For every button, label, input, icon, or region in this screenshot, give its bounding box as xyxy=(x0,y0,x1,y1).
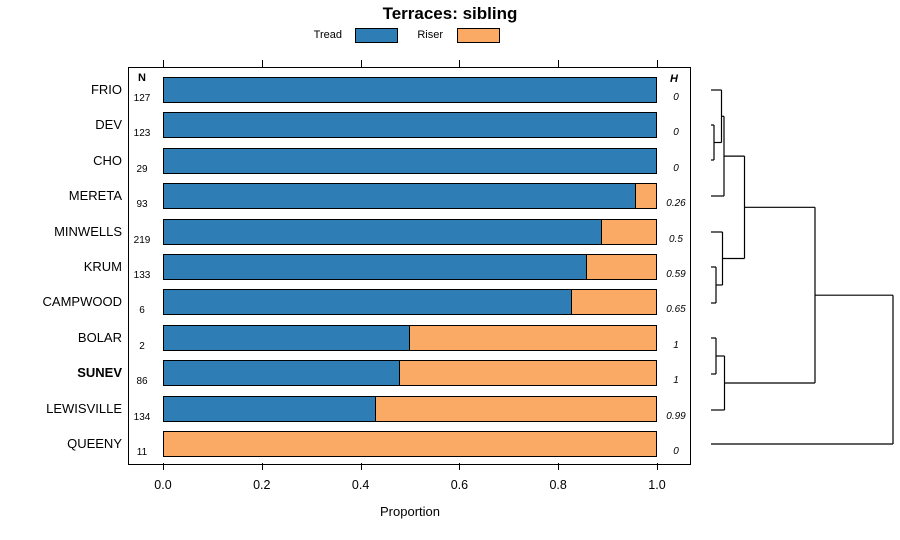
n-value: 6 xyxy=(139,305,145,317)
x-tick-label: 1.0 xyxy=(648,478,666,492)
stacked-bar xyxy=(163,254,657,280)
stacked-bar xyxy=(163,218,657,245)
n-value: 86 xyxy=(136,376,148,388)
h-value: 0 xyxy=(673,446,679,457)
x-tick-label: 0.4 xyxy=(351,478,370,492)
x-tick-label: 0.2 xyxy=(253,478,271,492)
n-value: 11 xyxy=(136,447,148,458)
n-value: 123 xyxy=(133,128,151,140)
tread-segment xyxy=(164,396,376,421)
h-value: 0.59 xyxy=(666,269,686,280)
x-tick-label: 0.6 xyxy=(450,478,469,492)
plot-area-frame xyxy=(128,67,691,465)
stacked-bar xyxy=(163,147,657,174)
x-tick-label: 0.0 xyxy=(154,478,172,492)
bottom-axis-tick xyxy=(360,463,362,470)
n-value: 2 xyxy=(139,340,145,352)
x-tick-label: 0.8 xyxy=(549,478,567,492)
stacked-bar xyxy=(163,112,657,139)
stacked-bar xyxy=(163,431,657,457)
h-value: 0.65 xyxy=(666,304,686,316)
tread-segment xyxy=(164,255,588,279)
h-column-header: H xyxy=(670,73,678,85)
row-label-lewisville: LEWISVILLE xyxy=(46,400,122,416)
legend-swatch-riser xyxy=(457,28,500,43)
bottom-axis-tick xyxy=(261,463,263,470)
row-label-dev: DEV xyxy=(95,117,122,133)
row-label-frio: FRIO xyxy=(90,82,122,97)
tread-segment xyxy=(164,184,637,209)
bottom-axis-tick xyxy=(558,463,560,470)
row-label-mereta: MERETA xyxy=(68,188,122,204)
bottom-axis-tick xyxy=(459,463,461,470)
stacked-bar xyxy=(163,77,657,103)
h-value: 0 xyxy=(673,92,679,103)
row-label-queeny: QUEENY xyxy=(67,436,122,451)
row-label-krum: KRUM xyxy=(83,259,122,274)
h-value: 0.5 xyxy=(669,233,683,245)
tread-segment xyxy=(164,361,401,386)
row-label-campwood: CAMPWOOD xyxy=(42,294,122,310)
top-axis-tick xyxy=(261,60,263,67)
n-value: 127 xyxy=(133,93,151,104)
top-axis-tick xyxy=(163,60,164,67)
row-label-bolar: BOLAR xyxy=(77,329,122,345)
stacked-bar xyxy=(163,324,657,351)
h-value: 0.99 xyxy=(666,410,686,422)
tread-segment xyxy=(164,325,410,350)
stacked-bar xyxy=(163,360,657,387)
h-value: 1 xyxy=(673,339,679,351)
stacked-bar xyxy=(163,183,657,210)
stacked-bar xyxy=(163,289,657,316)
bottom-axis-tick xyxy=(163,463,164,470)
top-axis-tick xyxy=(360,60,362,67)
chart-title: Terraces: sibling xyxy=(382,4,518,23)
row-label-minwells: MINWELLS xyxy=(54,223,122,239)
n-value: 133 xyxy=(133,270,151,281)
h-value: 0 xyxy=(673,127,679,139)
n-value: 93 xyxy=(136,199,148,211)
legend-label-tread: Tread xyxy=(313,29,342,41)
top-axis-tick xyxy=(459,60,461,67)
bottom-axis-tick xyxy=(657,463,658,470)
top-axis-tick xyxy=(558,60,560,67)
x-axis-title: Proportion xyxy=(380,504,440,519)
legend-swatch-tread xyxy=(355,28,398,43)
legend-label-riser: Riser xyxy=(417,29,443,41)
h-value: 0 xyxy=(673,162,679,174)
tread-segment xyxy=(164,290,573,315)
row-label-sunev: SUNEV xyxy=(77,365,122,381)
n-value: 134 xyxy=(133,411,151,423)
n-column-header: N xyxy=(138,72,146,84)
h-value: 1 xyxy=(673,375,679,387)
n-value: 29 xyxy=(136,163,148,175)
n-value: 219 xyxy=(133,234,151,246)
tread-segment xyxy=(164,219,602,244)
top-axis-tick xyxy=(657,60,658,67)
row-label-cho: CHO xyxy=(93,152,122,168)
h-value: 0.26 xyxy=(666,198,686,210)
stacked-bar xyxy=(163,395,657,422)
